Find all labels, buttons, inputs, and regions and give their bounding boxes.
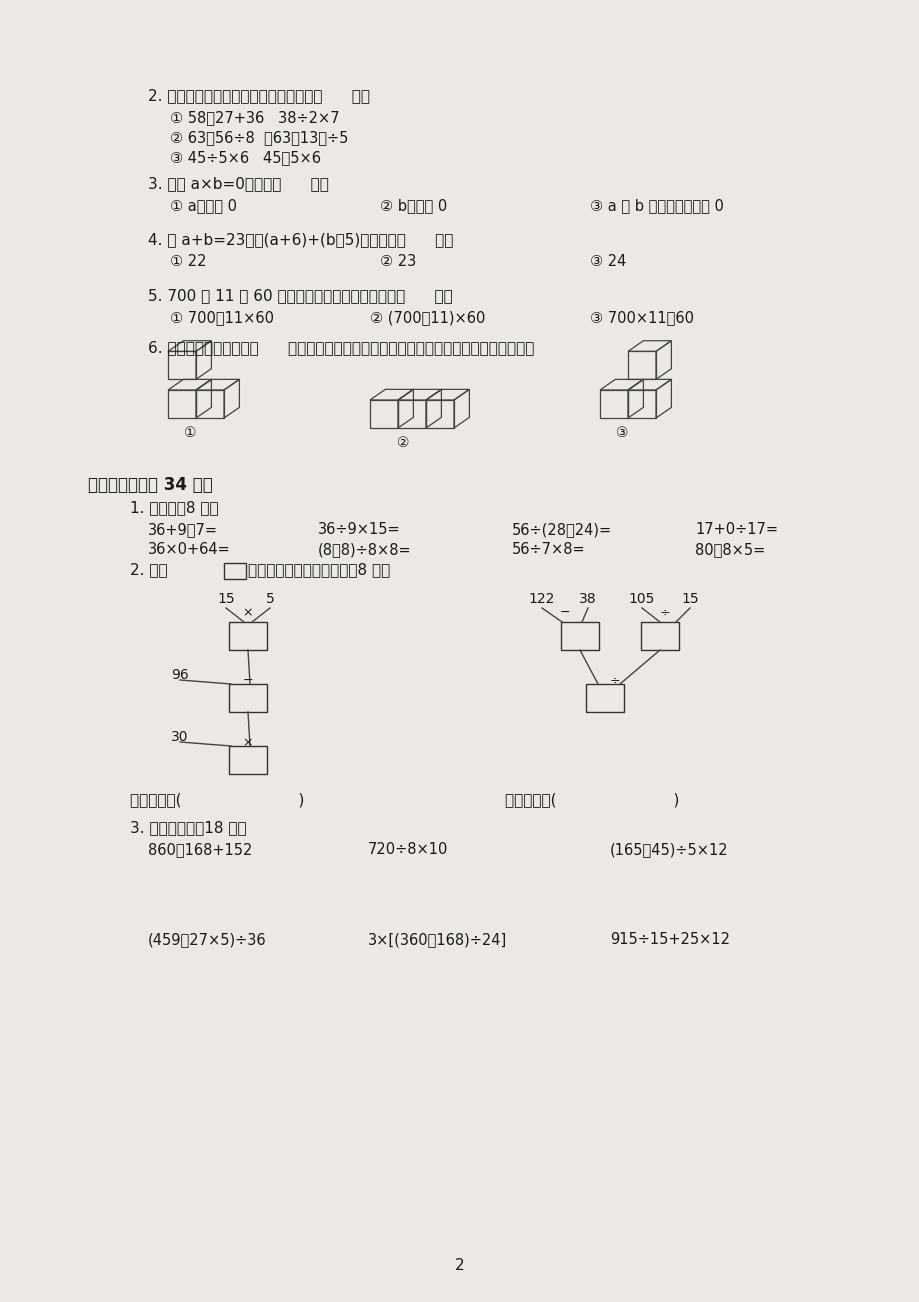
Text: 80－8×5=: 80－8×5= (694, 542, 765, 557)
Text: 105: 105 (628, 592, 654, 605)
Bar (229, 684, 267, 712)
Text: 4. 若 a+b=23，则(a+6)+(b－5)的结果是（      ）。: 4. 若 a+b=23，则(a+6)+(b－5)的结果是（ ）。 (148, 232, 453, 247)
Text: (459－27×5)÷36: (459－27×5)÷36 (148, 932, 267, 947)
Text: 5. 700 与 11 乘 60 的积相差多少？列式正确的是（      ）。: 5. 700 与 11 乘 60 的积相差多少？列式正确的是（ ）。 (148, 288, 452, 303)
Text: 3. 如果 a×b=0，那么（      ）。: 3. 如果 a×b=0，那么（ ）。 (148, 176, 328, 191)
Text: ③ a 和 b 中至少有一个是 0: ③ a 和 b 中至少有一个是 0 (589, 198, 723, 214)
Text: 56÷7×8=: 56÷7×8= (512, 542, 585, 557)
Text: ① 700－11×60: ① 700－11×60 (170, 310, 274, 326)
Text: 里填数，再列综合算式。（8 分）: 里填数，再列综合算式。（8 分） (248, 562, 390, 577)
Text: 96: 96 (171, 668, 188, 682)
Text: (165－45)÷5×12: (165－45)÷5×12 (609, 842, 728, 857)
Text: 860－168+152: 860－168+152 (148, 842, 252, 857)
Text: ×: × (243, 605, 253, 618)
Text: ÷: ÷ (609, 674, 619, 687)
Bar (585, 684, 623, 712)
Text: 36÷9×15=: 36÷9×15= (318, 522, 400, 536)
Text: ② 23: ② 23 (380, 254, 415, 270)
Text: 122: 122 (528, 592, 554, 605)
Text: 36×0+64=: 36×0+64= (148, 542, 231, 557)
Text: 1. 口算。（8 分）: 1. 口算。（8 分） (130, 500, 219, 516)
Bar (229, 746, 267, 773)
Text: ③ 700×11－60: ③ 700×11－60 (589, 310, 693, 326)
Text: ×: × (243, 736, 253, 749)
Text: 综合算式：(                        ): 综合算式：( ) (505, 792, 678, 807)
Text: ③: ③ (616, 426, 628, 440)
Text: −: − (559, 605, 570, 618)
Text: ② b－定是 0: ② b－定是 0 (380, 198, 447, 214)
Text: ② 63－56÷8  （63－13）÷5: ② 63－56÷8 （63－13）÷5 (170, 130, 348, 145)
Text: 综合算式：(                        ): 综合算式：( ) (130, 792, 304, 807)
Text: 38: 38 (579, 592, 596, 605)
Text: 3×[(360－168)÷24]: 3×[(360－168)÷24] (368, 932, 506, 947)
Text: 5: 5 (266, 592, 274, 605)
Text: 17+0÷17=: 17+0÷17= (694, 522, 777, 536)
Text: 915÷15+25×12: 915÷15+25×12 (609, 932, 729, 947)
Text: 36+9－7=: 36+9－7= (148, 522, 218, 536)
Text: ①: ① (184, 426, 197, 440)
Bar (229, 622, 267, 650)
Text: ③ 24: ③ 24 (589, 254, 626, 270)
Text: ① 58－27+36   38÷2×7: ① 58－27+36 38÷2×7 (170, 109, 339, 125)
Text: 6. 下面各图形中，图形（      ）从前面、上面、左面看到的图形都是由三个正方形组成的。: 6. 下面各图形中，图形（ ）从前面、上面、左面看到的图形都是由三个正方形组成的… (148, 340, 534, 355)
Text: ① a－定是 0: ① a－定是 0 (170, 198, 237, 214)
Text: 2. 下面三组算式中，运算顺序一样的是（      ）。: 2. 下面三组算式中，运算顺序一样的是（ ）。 (148, 89, 369, 103)
Text: (8－8)÷8×8=: (8－8)÷8×8= (318, 542, 411, 557)
Text: −: − (243, 674, 253, 687)
Text: 30: 30 (171, 730, 188, 743)
Bar (561, 622, 598, 650)
Bar (223, 562, 245, 579)
Text: ② (700－11)×60: ② (700－11)×60 (369, 310, 485, 326)
Text: 四、计算。（共 34 分）: 四、计算。（共 34 分） (88, 477, 212, 493)
Bar (641, 622, 678, 650)
Text: 720÷8×10: 720÷8×10 (368, 842, 448, 857)
Text: 15: 15 (680, 592, 698, 605)
Text: 15: 15 (217, 592, 234, 605)
Text: 2: 2 (455, 1258, 464, 1273)
Text: ① 22: ① 22 (170, 254, 206, 270)
Text: 56÷(28－24)=: 56÷(28－24)= (512, 522, 611, 536)
Text: ②: ② (397, 436, 409, 450)
Text: 3. 脱式计算。（18 分）: 3. 脱式计算。（18 分） (130, 820, 246, 835)
Text: ③ 45÷5×6   45－5×6: ③ 45÷5×6 45－5×6 (170, 150, 321, 165)
Text: ÷: ÷ (659, 605, 670, 618)
Text: 2. 先在: 2. 先在 (130, 562, 167, 577)
